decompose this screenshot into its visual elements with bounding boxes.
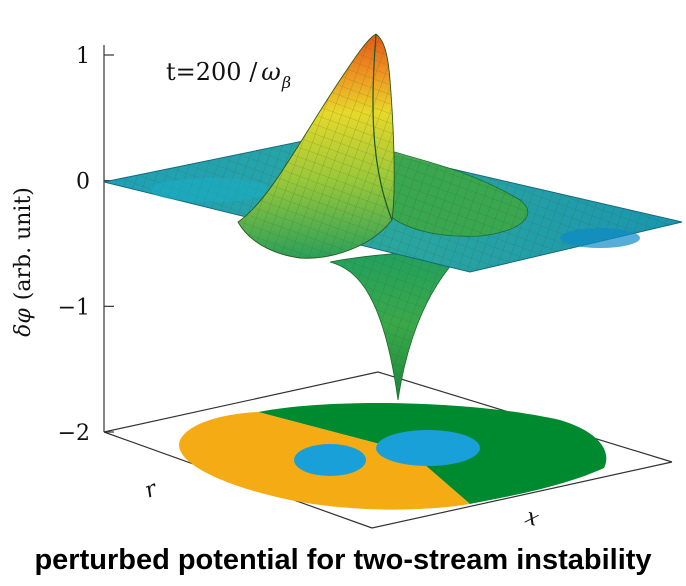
depth-axis-label: r: [142, 476, 162, 504]
z-tick-label: 0: [76, 170, 90, 195]
floor-negative-blob: [376, 430, 480, 466]
z-axis-label: δφ(arb. unit): [11, 187, 36, 337]
floor-positive-blob: [294, 444, 366, 476]
back-floor-edge: [103, 371, 379, 433]
surface-valley: [384, 149, 529, 237]
z-tick-label: −1: [58, 295, 90, 320]
z-tick-label: 1: [76, 44, 90, 69]
figure-caption: perturbed potential for two-stream insta…: [34, 544, 652, 576]
time-annotation: t=200 /ωβ: [166, 58, 291, 92]
surface-peak: [237, 33, 395, 259]
z-ticks: 1 0 −1 −2: [58, 44, 114, 446]
z-tick-label: −2: [58, 421, 90, 446]
peak-ridge-line: [372, 33, 393, 221]
surface-trough: [329, 247, 470, 401]
front-floor-edge-right: [371, 461, 673, 529]
plane-left-highlight: [150, 178, 270, 202]
surface-plot: 1 0 −1 −2: [11, 33, 683, 532]
x-axis-label: x: [522, 504, 543, 532]
floor-projection: [179, 402, 607, 510]
plane-dip-highlight: [560, 228, 640, 248]
